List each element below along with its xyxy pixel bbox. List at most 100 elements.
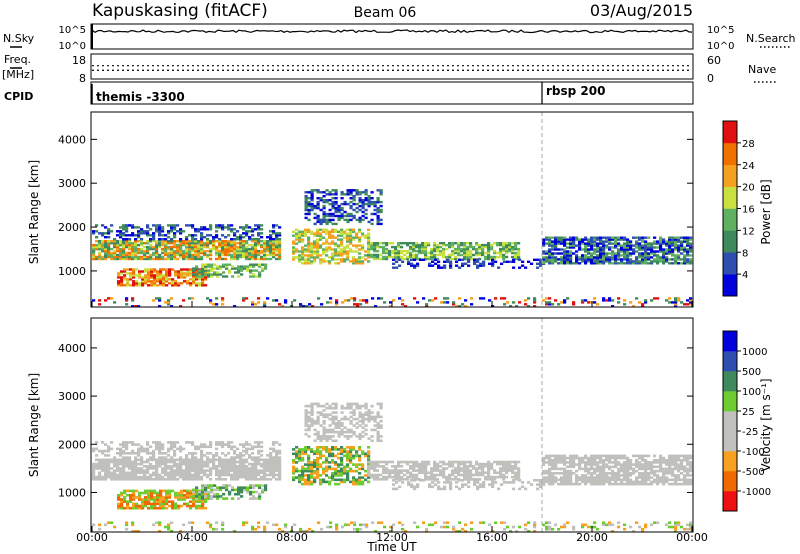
power-cell [584,262,588,265]
velocity-cell [230,445,234,449]
power-cell [313,206,317,210]
velocity-cell [135,496,139,499]
velocity-cell [167,454,171,457]
power-cell [566,238,570,241]
velocity-cell [266,478,270,481]
velocity-cell [385,462,389,466]
velocity-cell [210,497,214,500]
velocity-cell [200,452,204,455]
power-cell [464,305,468,308]
power-cell [98,240,102,243]
velocity-cell [454,471,458,475]
velocity-cell [310,482,314,486]
power-cell [401,260,405,263]
velocity-cell [328,417,332,421]
power-cell [358,252,362,255]
power-cell [152,251,156,255]
velocity-cell [496,471,500,475]
velocity-cell [170,460,174,464]
velocity-cell [230,447,234,451]
velocity-cell [491,479,495,482]
power-cell [500,297,504,300]
power-cell [194,234,198,237]
power-cell [242,249,246,253]
velocity-cell [487,460,491,464]
power-cell [260,240,264,243]
power-cell [143,255,147,259]
power-cell [680,248,684,251]
power-cell [668,301,672,304]
power-cell [307,191,311,194]
velocity-cell [367,460,371,464]
velocity-cell [328,435,332,438]
power-cell [557,240,561,243]
velocity-cell [252,495,256,498]
power-cell [113,245,117,249]
velocity-cell [134,456,138,459]
velocity-cell [207,492,211,496]
power-cell [101,243,105,247]
power-cell [257,234,261,237]
velocity-cell [170,445,174,449]
power-cell [424,249,428,253]
velocity-cell [542,469,546,473]
power-cell [92,230,96,233]
power-cell [623,246,627,249]
power-cell [521,260,525,263]
power-cell [527,297,531,300]
power-cell [173,242,177,245]
velocity-cell [388,469,392,472]
power-cell [361,260,365,263]
velocity-cell [134,469,138,472]
power-cell [182,242,186,245]
velocity-cell [116,478,120,481]
power-cell [185,253,189,257]
power-cell [155,230,159,233]
power-cell [131,305,135,308]
velocity-cell [180,489,184,493]
power-cell [95,257,99,261]
power-cell [137,236,141,239]
power-cell [189,278,193,281]
power-cell [304,199,308,202]
power-cell [104,253,108,257]
power-cell [686,303,690,306]
power-cell [174,280,178,283]
power-cell [431,299,435,302]
velocity-cell [536,483,540,486]
power-cell [110,297,114,300]
power-cell [292,242,296,245]
velocity-cell [164,452,168,455]
power-cell [451,251,455,255]
colorbar-segment [723,121,737,144]
velocity-cell [200,467,204,470]
power-cell [161,234,165,237]
velocity-cell [379,426,383,429]
power-cell [298,260,302,263]
velocity-cell [431,485,435,489]
velocity-cell [158,445,162,449]
power-cell [370,253,374,257]
power-cell [101,255,105,259]
velocity-cell [254,465,258,468]
power-cell [126,268,130,271]
power-cell [340,197,344,200]
power-cell [599,236,603,239]
power-cell [569,236,573,239]
power-cell [358,238,362,241]
power-cell [222,265,226,268]
power-cell [197,245,201,249]
velocity-cell [162,502,166,506]
power-cell [325,220,329,224]
power-cell [620,250,624,253]
power-cell [104,226,108,229]
power-cell [358,262,362,265]
power-cell [215,247,219,251]
velocity-cell [563,459,567,462]
power-cell [269,253,273,257]
power-cell [301,240,305,243]
power-cell [578,240,582,243]
velocity-cell [128,456,132,459]
velocity-cell [149,445,153,449]
velocity-cell [269,473,273,477]
